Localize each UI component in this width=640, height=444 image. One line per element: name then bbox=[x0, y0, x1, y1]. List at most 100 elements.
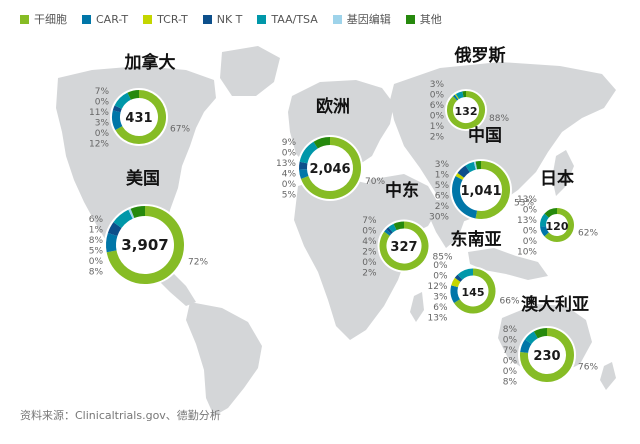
madagascar-landmass bbox=[410, 292, 424, 322]
pct-label-gene: 1% bbox=[435, 170, 450, 180]
pct-label-nkt: 3% bbox=[433, 292, 448, 302]
pct-label-stem: 70% bbox=[365, 177, 385, 187]
legend-swatch-tcrt bbox=[143, 15, 152, 24]
pct-label-stem: 76% bbox=[578, 362, 598, 372]
pct-label-taa: 13% bbox=[517, 216, 537, 226]
donut-segment-tcrt bbox=[457, 96, 458, 97]
pct-label-tcrt: 0% bbox=[89, 257, 104, 267]
region-title: 东南亚 bbox=[451, 229, 502, 250]
donut-segment-other bbox=[536, 332, 547, 335]
pct-label-other: 8% bbox=[503, 325, 518, 335]
donut-total-label: 2,046 bbox=[309, 162, 350, 177]
donut-segment-nkt bbox=[389, 230, 391, 232]
pct-label-tcrt: 0% bbox=[523, 237, 538, 247]
pct-label-gene: 1% bbox=[89, 225, 104, 235]
donut-segment-nkt bbox=[117, 107, 118, 111]
region-title: 美国 bbox=[126, 168, 160, 189]
donut-segment-nkt bbox=[303, 163, 304, 170]
pct-label-gene: 0% bbox=[523, 205, 538, 215]
legend-swatch-stem bbox=[20, 15, 29, 24]
pct-label-gene: 0% bbox=[282, 148, 297, 158]
south-america-landmass bbox=[186, 302, 262, 416]
pct-label-nkt: 2% bbox=[362, 247, 377, 257]
pct-label-cart: 8% bbox=[89, 267, 104, 277]
pct-label-taa: 4% bbox=[362, 237, 377, 247]
legend-item-gene: 基因编辑 bbox=[333, 11, 391, 27]
pct-label-stem: 62% bbox=[578, 228, 598, 238]
donut-segment-cart bbox=[455, 97, 457, 98]
donut-segment-cart bbox=[303, 169, 305, 177]
legend-swatch-other bbox=[406, 15, 415, 24]
pct-label-taa: 13% bbox=[276, 159, 296, 169]
region-title: 日本 bbox=[540, 168, 574, 189]
pct-label-taa: 11% bbox=[89, 108, 109, 118]
region-title: 澳大利亚 bbox=[521, 294, 589, 315]
donut-segment-cart bbox=[116, 111, 119, 128]
pct-label-gene: 0% bbox=[95, 97, 110, 107]
pct-label-cart: 2% bbox=[362, 268, 377, 278]
donut-total-label: 431 bbox=[125, 111, 152, 126]
pct-label-nkt: 0% bbox=[503, 356, 518, 366]
pct-label-other: 9% bbox=[282, 138, 297, 148]
legend-item-taa: TAA/TSA bbox=[257, 13, 317, 26]
new-zealand-landmass bbox=[600, 362, 616, 390]
pct-label-taa: 6% bbox=[430, 101, 445, 111]
pct-label-stem: 72% bbox=[188, 257, 208, 267]
legend-item-cart: CAR-T bbox=[82, 13, 128, 26]
donut-total-label: 145 bbox=[462, 286, 485, 299]
region-title: 欧洲 bbox=[316, 96, 350, 117]
legend-label-stem: 干细胞 bbox=[34, 11, 67, 27]
donut-segment-tcrt bbox=[455, 280, 458, 286]
donut-segment-other bbox=[129, 94, 139, 96]
pct-label-cart: 10% bbox=[517, 247, 537, 257]
donut-segment-cart bbox=[387, 232, 389, 234]
pct-label-cart: 13% bbox=[427, 313, 447, 323]
legend-swatch-taa bbox=[257, 15, 266, 24]
donut-total-label: 327 bbox=[390, 240, 417, 255]
pct-label-cart: 5% bbox=[282, 190, 297, 200]
legend-label-gene: 基因编辑 bbox=[347, 11, 391, 27]
pct-label-cart: 12% bbox=[89, 139, 109, 149]
pct-label-gene: 0% bbox=[433, 271, 448, 281]
pct-label-taa: 8% bbox=[89, 236, 104, 246]
pct-label-nkt: 0% bbox=[430, 111, 445, 121]
donut-total-label: 120 bbox=[546, 220, 569, 233]
pct-label-cart: 2% bbox=[430, 132, 445, 142]
pct-label-tcrt: 0% bbox=[282, 180, 297, 190]
pct-label-tcrt: 0% bbox=[362, 258, 377, 268]
donut-segment-nkt bbox=[113, 225, 118, 234]
donut-total-label: 3,907 bbox=[121, 236, 168, 254]
region-title: 中国 bbox=[468, 125, 502, 146]
donut-segment-tcrt bbox=[459, 175, 461, 178]
pct-label-tcrt: 0% bbox=[95, 129, 110, 139]
pct-label-nkt: 3% bbox=[95, 118, 110, 128]
donut-segment-cart bbox=[524, 342, 528, 353]
donut-total-label: 230 bbox=[533, 349, 560, 364]
pct-label-tcrt: 6% bbox=[433, 303, 448, 313]
legend-label-taa: TAA/TSA bbox=[271, 13, 317, 26]
pct-label-other: 7% bbox=[362, 216, 377, 226]
region-title: 俄罗斯 bbox=[454, 45, 506, 66]
region-title: 中东 bbox=[385, 180, 419, 201]
donut-segment-taa bbox=[391, 227, 395, 230]
donut-segment-cart bbox=[454, 286, 457, 301]
pct-label-nkt: 0% bbox=[523, 226, 538, 236]
pct-label-gene: 0% bbox=[430, 90, 445, 100]
donut-segment-taa bbox=[457, 94, 463, 96]
donut-segment-taa bbox=[468, 166, 475, 169]
pct-label-cart: 8% bbox=[503, 377, 518, 387]
pct-label-taa: 12% bbox=[427, 282, 447, 292]
donut-segment-other bbox=[395, 225, 404, 227]
pct-label-taa: 5% bbox=[435, 181, 450, 191]
donut-segment-other bbox=[132, 211, 145, 213]
pct-label-gene: 0% bbox=[362, 226, 377, 236]
donut-total-label: 1,041 bbox=[460, 184, 501, 199]
pct-label-gene: 0% bbox=[503, 335, 518, 345]
legend-item-other: 其他 bbox=[406, 11, 442, 27]
legend-item-tcrt: TCR-T bbox=[143, 13, 188, 26]
pct-label-stem: 66% bbox=[500, 297, 520, 307]
pct-label-other: 6% bbox=[89, 215, 104, 225]
